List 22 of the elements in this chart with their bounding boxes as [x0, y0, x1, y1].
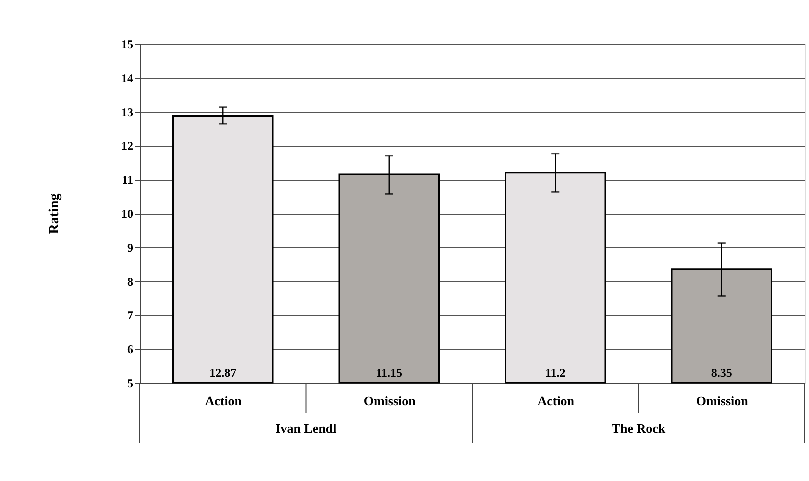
data-label: 8.35 — [711, 366, 732, 380]
y-tick-label: 15 — [122, 38, 134, 52]
y-tick-label: 13 — [122, 105, 134, 120]
y-tick-label: 11 — [122, 173, 134, 188]
y-tick-label: 9 — [128, 240, 134, 255]
x-tick-label: Action — [205, 394, 243, 408]
y-tick-label: 14 — [122, 71, 134, 86]
y-tick-label: 7 — [128, 308, 134, 323]
data-label: 11.15 — [376, 366, 403, 380]
x-tick-label: Omission — [364, 394, 417, 408]
x-tick-label: Action — [538, 394, 576, 408]
y-tick-label: 5 — [128, 376, 134, 390]
y-axis-title: Rating — [48, 194, 62, 234]
y-tick-label: 6 — [128, 342, 134, 357]
text: Ivan Lendl — [276, 421, 338, 436]
x-tick-label: Omission — [696, 394, 750, 408]
text: The Rock — [612, 421, 666, 436]
y-tick-label: 10 — [122, 207, 134, 221]
data-label: 11.2 — [545, 366, 566, 380]
y-tick-label: 12 — [122, 139, 134, 154]
data-label: 12.87 — [210, 366, 237, 380]
y-tick-label: 8 — [128, 274, 134, 289]
